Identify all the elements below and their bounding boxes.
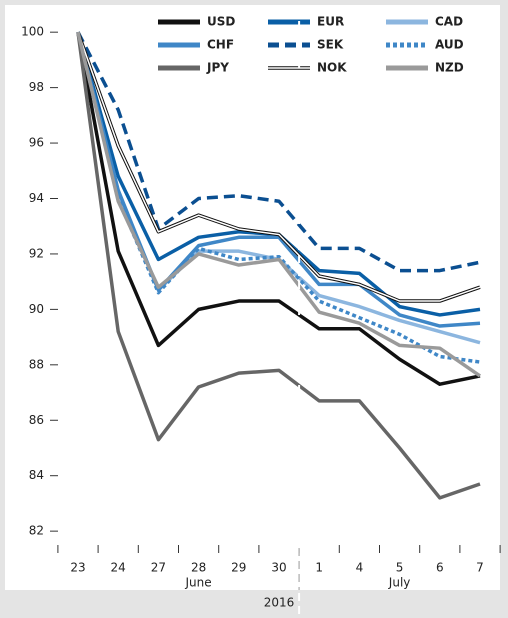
x-tick-label: 4: [356, 561, 364, 575]
x-tick-label: 6: [436, 561, 444, 575]
legend-label: NZD: [435, 61, 464, 75]
x-tick-label: 24: [111, 561, 126, 575]
panel: [5, 5, 500, 590]
legend-label: NOK: [317, 61, 347, 75]
line-series: [76, 31, 481, 500]
line-series-inner: [77, 31, 481, 302]
y-tick-label: 90: [29, 302, 44, 316]
x-tick-label: 1: [315, 561, 323, 575]
legend-label: USD: [207, 15, 235, 29]
x-axis-label: 2016: [264, 596, 295, 610]
x-tick-label: 7: [476, 561, 484, 575]
legend-label: EUR: [317, 15, 344, 29]
legend-label: CHF: [207, 38, 234, 52]
x-tick-label: 29: [231, 561, 246, 575]
y-tick-label: 82: [29, 524, 44, 538]
legend-label: AUD: [435, 38, 464, 52]
y-tick-label: 92: [29, 246, 44, 260]
x-group-label: June: [185, 576, 212, 590]
plot: [76, 31, 481, 500]
x-tick-label: 30: [271, 561, 286, 575]
y-tick-label: 94: [29, 191, 44, 205]
y-tick-label: 96: [29, 136, 44, 150]
legend-label: CAD: [435, 15, 463, 29]
line-series: [76, 31, 481, 378]
y-tick-label: 84: [29, 468, 44, 482]
x-tick-label: 27: [151, 561, 166, 575]
x-tick-label: 23: [70, 561, 85, 575]
line-series: [76, 31, 481, 386]
legend-label: JPY: [206, 61, 229, 75]
x-group-label: July: [388, 576, 411, 590]
y-tick-label: 86: [29, 413, 44, 427]
y-tick-label: 98: [29, 80, 44, 94]
x-tick-label: 28: [191, 561, 206, 575]
y-tick-label: 88: [29, 357, 44, 371]
y-tick-label: 100: [21, 25, 44, 39]
legend-label: SEK: [317, 38, 344, 52]
x-tick-label: 5: [396, 561, 404, 575]
line-series: [76, 31, 481, 273]
